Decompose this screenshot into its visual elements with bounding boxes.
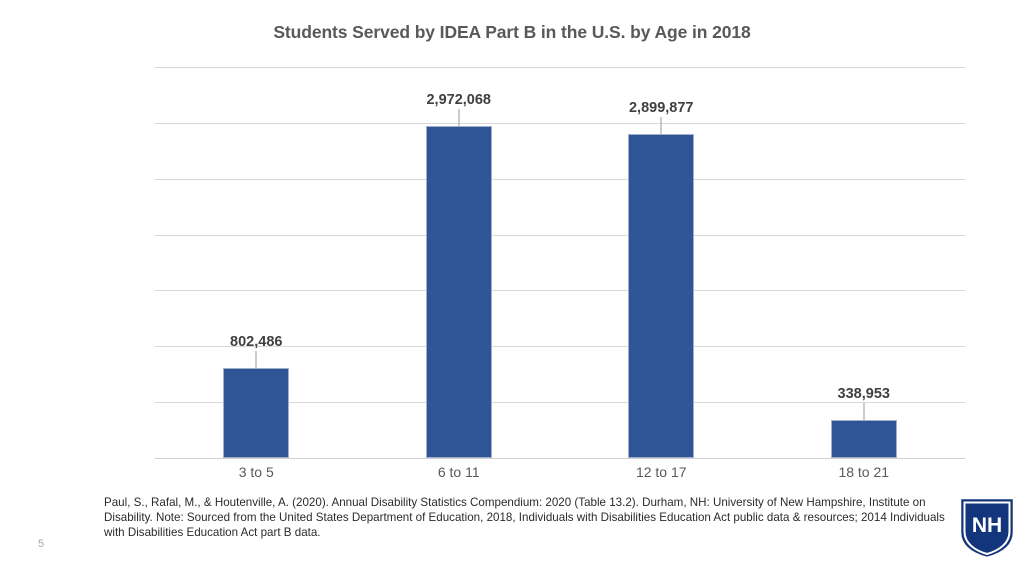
gridline <box>155 122 965 124</box>
chart-bar[interactable] <box>628 134 695 458</box>
slide-number: 5 <box>38 538 45 550</box>
unh-logo-letters: NH <box>972 514 1002 537</box>
chart-bar[interactable] <box>830 420 897 458</box>
bar-value-label: 2,899,877 <box>628 100 694 117</box>
gridline <box>155 178 965 180</box>
page-title: Students Served by IDEA Part B in the U.… <box>273 22 751 42</box>
data-label-leader-line <box>255 351 257 369</box>
data-label-leader-line <box>458 108 460 126</box>
chart-plot-area: 3,500,0003,000,0002,500,0002,000,0001,50… <box>155 67 966 459</box>
data-label-leader-line <box>660 117 662 135</box>
x-axis-tick-label: 3 to 5 <box>238 464 274 480</box>
x-axis-tick-label: 6 to 11 <box>437 464 480 480</box>
bar-slot: 2,972,068 <box>358 67 561 458</box>
gridline <box>155 234 965 236</box>
bar-value-label: 338,953 <box>837 386 890 403</box>
bar-slot: 802,486 <box>155 67 358 458</box>
bar-slot: 338,953 <box>763 67 966 458</box>
bar-value-label: 2,972,068 <box>426 91 492 108</box>
unh-shield-logo: NH <box>958 496 1016 560</box>
x-axis-tick-label: 18 to 21 <box>838 464 890 480</box>
x-axis-tick-label: 12 to 17 <box>635 464 687 480</box>
gridline <box>155 402 965 404</box>
gridline <box>155 290 965 292</box>
chart-bar[interactable] <box>425 125 492 458</box>
gridline <box>155 458 965 459</box>
citation-text: Paul, S., Rafal, M., & Houtenville, A. (… <box>104 496 945 540</box>
bar-slot: 2,899,877 <box>560 67 763 458</box>
chart-bar[interactable] <box>223 368 290 458</box>
gridline <box>155 67 965 68</box>
gridline <box>155 346 965 348</box>
bar-value-label: 802,486 <box>230 334 283 351</box>
data-label-leader-line <box>863 403 865 421</box>
